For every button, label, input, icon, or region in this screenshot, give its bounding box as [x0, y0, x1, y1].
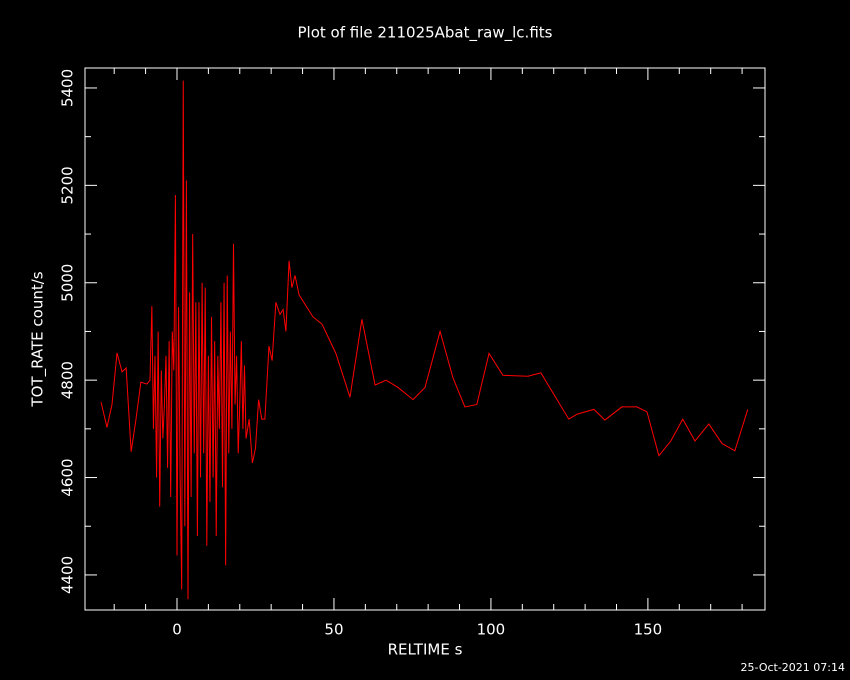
x-tick-label: 100: [477, 621, 506, 639]
y-tick-label: 5200: [59, 166, 77, 204]
light-curve: [100, 80, 749, 600]
y-tick-label: 4600: [59, 458, 77, 496]
y-axis-label: TOT_RATE count/s: [29, 271, 48, 407]
chart-title: Plot of file 211025Abat_raw_lc.fits: [298, 24, 553, 43]
y-tick-label: 5000: [59, 264, 77, 302]
x-tick-label: 0: [172, 621, 182, 639]
y-tick-label: 4400: [59, 556, 77, 594]
plot-frame: [84, 67, 766, 611]
timestamp: 25-Oct-2021 07:14: [741, 661, 845, 674]
y-tick-label: 5400: [59, 69, 77, 107]
y-tick-label: 4800: [59, 361, 77, 399]
x-tick-label: 150: [634, 621, 663, 639]
x-axis-label: RELTIME s: [388, 641, 463, 659]
x-tick-label: 50: [324, 621, 343, 639]
